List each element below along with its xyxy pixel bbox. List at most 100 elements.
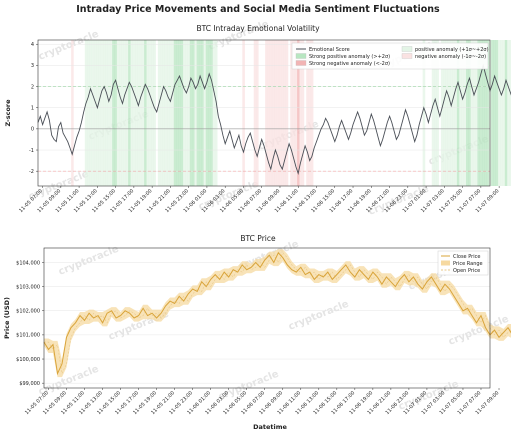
sentiment-anomaly-band [463, 40, 467, 186]
sentiment-anomaly-band [452, 40, 455, 186]
sentiment-anomaly-band [201, 40, 204, 186]
sentiment-anomaly-band [297, 40, 300, 186]
sentiment-anomaly-band [160, 40, 163, 186]
sentiment-anomaly-band [151, 40, 154, 186]
sentiment-anomaly-band [166, 40, 170, 186]
sentiment-anomaly-band [141, 40, 145, 186]
sentiment-anomaly-band [214, 40, 218, 186]
sentiment-anomaly-band [493, 40, 497, 186]
sentiment-anomaly-band [189, 40, 193, 186]
sentiment-anomaly-band [472, 40, 476, 186]
sentiment-legend-box [291, 42, 489, 70]
sentiment-anomaly-band [450, 40, 453, 186]
sentiment-anomaly-band [269, 40, 273, 186]
sentiment-anomaly-band [178, 40, 181, 186]
sentiment-anomaly-band [459, 40, 462, 186]
sentiment-y-tick-label: 1 [31, 106, 34, 112]
sentiment-anomaly-band [477, 40, 481, 186]
sentiment-anomaly-band [242, 40, 245, 186]
sentiment-anomaly-band [271, 40, 275, 186]
sentiment-anomaly-band [123, 40, 127, 186]
sentiment-anomaly-band [431, 40, 435, 186]
sentiment-anomaly-band [91, 40, 95, 186]
sentiment-anomaly-band [89, 40, 92, 186]
sentiment-legend-label: positive anomaly (+1σ~+2σ) [415, 47, 489, 53]
price-plot-frame [43, 247, 491, 389]
sentiment-anomaly-band [162, 40, 165, 186]
sentiment-anomaly-band [502, 40, 506, 186]
sentiment-anomaly-band [130, 40, 134, 186]
sentiment-anomaly-band [87, 40, 90, 186]
sentiment-anomaly-band [299, 40, 302, 186]
sentiment-anomaly-band [107, 40, 111, 186]
sentiment-anomaly-band [434, 40, 437, 186]
sentiment-anomaly-band [182, 40, 186, 186]
sentiment-anomaly-band [210, 40, 213, 186]
sentiment-anomaly-band [306, 40, 309, 186]
sentiment-anomaly-band [128, 40, 131, 186]
sentiment-anomaly-band [203, 40, 207, 186]
sentiment-anomaly-band [109, 40, 113, 186]
sentiment-anomaly-band [205, 40, 209, 186]
sentiment-anomaly-band [196, 40, 200, 186]
sentiment-anomaly-band [192, 40, 195, 186]
sentiment-anomaly-band [285, 40, 289, 186]
sentiment-anomaly-band [440, 40, 444, 186]
sentiment-anomaly-band [132, 40, 136, 186]
price-y-tick-label: $104,000 [16, 260, 40, 266]
open-price-line [44, 252, 511, 375]
sentiment-anomaly-band [144, 40, 147, 186]
sentiment-y-tick-label: 0 [31, 127, 34, 133]
sentiment-anomaly-band [119, 40, 122, 186]
watermark-text: cryptoracle [57, 244, 121, 278]
sentiment-anomaly-band [171, 40, 175, 186]
sentiment-anomaly-band [253, 40, 257, 186]
sentiment-anomaly-band [422, 40, 426, 186]
sentiment-anomaly-band [98, 40, 102, 186]
sentiment-anomaly-band [274, 40, 277, 186]
sentiment-anomaly-band [283, 40, 286, 186]
price-y-axis-label: Price (USD) [3, 297, 11, 339]
sentiment-anomaly-band [146, 40, 150, 186]
price-y-tick-label: $101,000 [16, 333, 40, 339]
sentiment-anomaly-band [121, 40, 124, 186]
sentiment-anomaly-band [454, 40, 458, 186]
sentiment-y-tick-label: 4 [31, 42, 34, 48]
sentiment-anomaly-band [112, 40, 115, 186]
sentiment-anomaly-band [114, 40, 118, 186]
sentiment-anomaly-band [137, 40, 140, 186]
sentiment-plot-frame [37, 39, 491, 187]
price-legend-box [437, 250, 489, 276]
sentiment-anomaly-band [484, 40, 487, 186]
price-y-tick-label: $102,000 [16, 309, 40, 315]
sentiment-y-axis-label: Z-score [4, 99, 12, 127]
figure-title: Intraday Price Movements and Social Medi… [76, 4, 440, 15]
sentiment-anomaly-band [445, 40, 449, 186]
sentiment-anomaly-band [173, 40, 177, 186]
sentiment-anomaly-band [176, 40, 179, 186]
sentiment-anomaly-band [479, 40, 483, 186]
emotional-score-line [37, 63, 511, 175]
sentiment-legend-label: negative anomaly (-1σ~-2σ) [415, 54, 486, 60]
sentiment-anomaly-band [116, 40, 120, 186]
price-y-tick-label: $99,000 [19, 381, 40, 387]
sentiment-anomaly-band [500, 40, 503, 186]
price-chart-title: BTC Price [240, 234, 276, 243]
price-y-tick-label: $100,000 [16, 357, 40, 363]
sentiment-anomaly-band [164, 40, 168, 186]
sentiment-anomaly-band [308, 40, 312, 186]
sentiment-anomaly-band [267, 40, 271, 186]
sentiment-anomaly-band [470, 40, 474, 186]
sentiment-anomaly-band [292, 40, 296, 186]
sentiment-anomaly-bands [71, 40, 511, 186]
sentiment-anomaly-band [486, 40, 490, 186]
price-legend-label: Open Price [453, 268, 480, 274]
sentiment-anomaly-band [495, 40, 499, 186]
sentiment-y-tick-label: 3 [31, 63, 34, 69]
price-grid [44, 262, 490, 384]
sentiment-anomaly-band [100, 40, 104, 186]
price-x-axis-label: Datetime [253, 423, 287, 431]
